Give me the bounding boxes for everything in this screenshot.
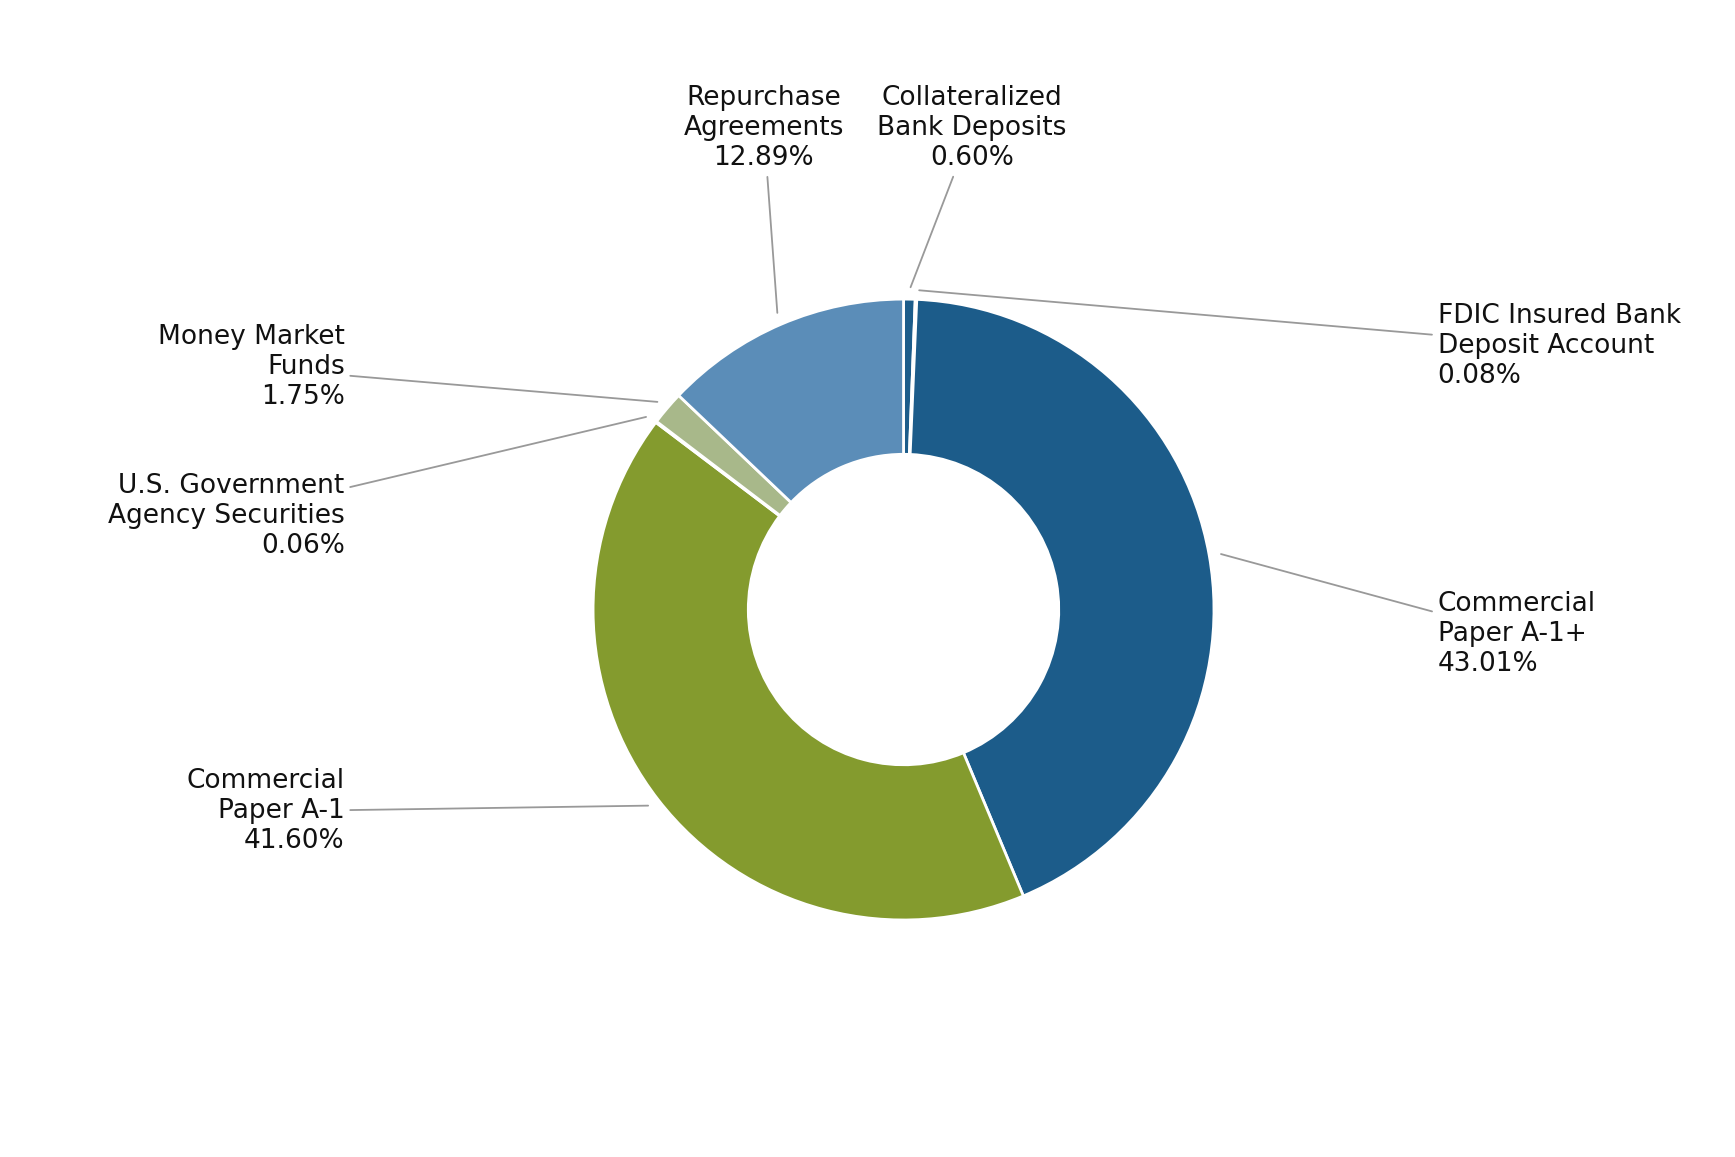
Wedge shape	[911, 300, 1214, 896]
Text: Commercial
Paper A-1+
43.01%: Commercial Paper A-1+ 43.01%	[1221, 554, 1596, 677]
Text: U.S. Government
Agency Securities
0.06%: U.S. Government Agency Securities 0.06%	[108, 417, 645, 560]
Text: FDIC Insured Bank
Deposit Account
0.08%: FDIC Insured Bank Deposit Account 0.08%	[920, 290, 1681, 389]
Text: Repurchase
Agreements
12.89%: Repurchase Agreements 12.89%	[684, 86, 843, 312]
Wedge shape	[678, 300, 904, 502]
Wedge shape	[593, 422, 1024, 920]
Wedge shape	[656, 421, 781, 516]
Text: Money Market
Funds
1.75%: Money Market Funds 1.75%	[158, 324, 658, 411]
Text: Collateralized
Bank Deposits
0.60%: Collateralized Bank Deposits 0.60%	[878, 86, 1067, 287]
Text: Commercial
Paper A-1
41.60%: Commercial Paper A-1 41.60%	[187, 768, 649, 854]
Wedge shape	[656, 396, 791, 516]
Wedge shape	[904, 300, 916, 455]
Wedge shape	[909, 300, 916, 455]
